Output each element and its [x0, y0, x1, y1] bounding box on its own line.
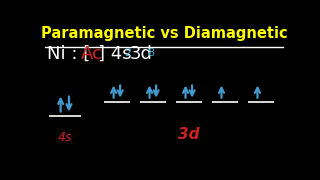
Text: Paramagnetic vs Diamagnetic: Paramagnetic vs Diamagnetic — [41, 26, 287, 41]
Text: Ni : [: Ni : [ — [47, 45, 91, 63]
Text: 3d: 3d — [130, 45, 152, 63]
Text: 2: 2 — [124, 48, 131, 58]
Text: 4s: 4s — [58, 131, 72, 144]
Text: ] 4s: ] 4s — [98, 45, 132, 63]
Text: Ac: Ac — [81, 45, 103, 63]
Text: 3d: 3d — [178, 127, 200, 142]
Text: 8: 8 — [147, 48, 154, 58]
